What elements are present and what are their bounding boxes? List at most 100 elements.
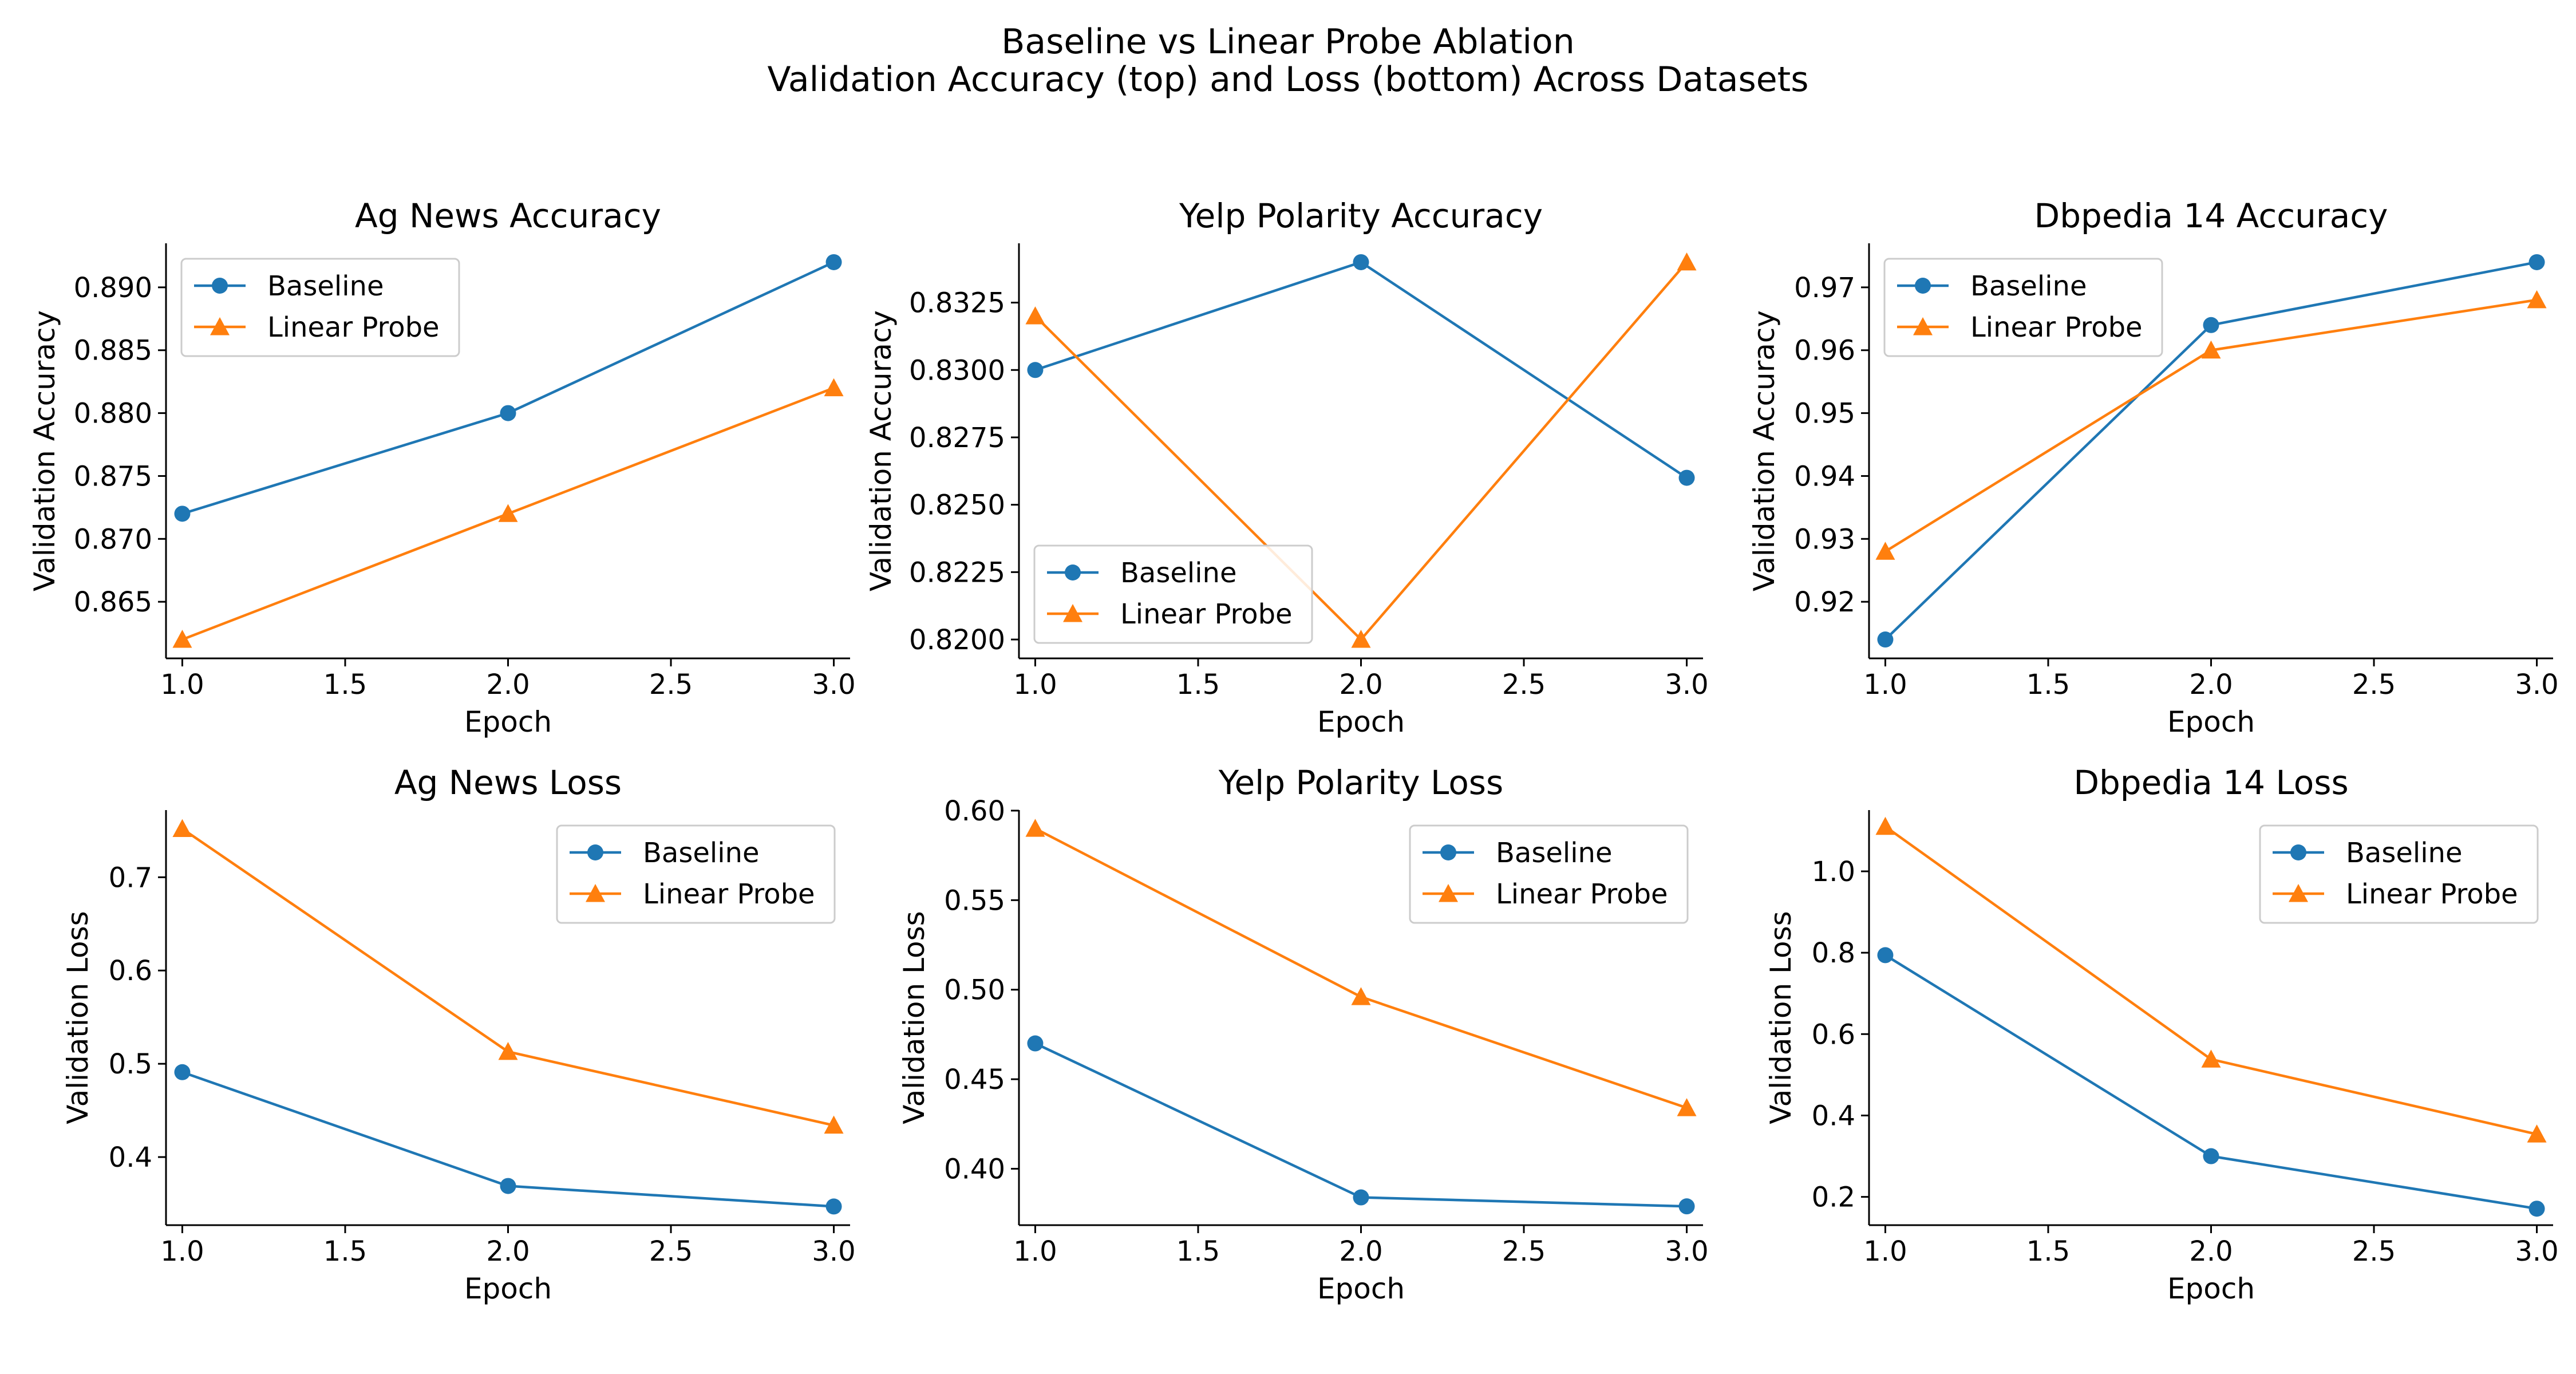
x-tick-label: 1.0 [1013, 669, 1057, 701]
series-line-baseline [1034, 260, 1688, 479]
data-point-linear-probe [498, 504, 518, 522]
legend-marker-linear-probe [586, 884, 605, 902]
y-tick-label: 0.6 [109, 955, 152, 987]
data-point-baseline [1877, 631, 1894, 648]
x-tick-label: 3.0 [2515, 1235, 2558, 1268]
y-axis-label: Validation Loss [898, 911, 931, 1124]
x-tick-label: 2.0 [2189, 1235, 2233, 1268]
legend-marker-linear-probe [1913, 317, 1933, 335]
legend: Baseline Linear Probe [2259, 824, 2539, 924]
subplot-5: Yelp Polarity Loss 1.0 1.5 2.0 2.5 3.0 0.40 0.4… [898, 763, 1709, 1305]
y-axis-label: Validation Accuracy [28, 310, 61, 591]
y-tick-label: 0.45 [944, 1064, 1005, 1096]
x-tick-label: 1.5 [2026, 1235, 2070, 1268]
legend-label-baseline: Baseline [267, 270, 384, 302]
legend-marker-baseline [1915, 278, 1931, 294]
subplot-2: Yelp Polarity Accuracy 1.0 1.5 2.0 2.5 3.0 0.8… [864, 196, 1709, 739]
legend-marker-linear-probe [1063, 604, 1082, 622]
legend-label-baseline: Baseline [1120, 557, 1237, 589]
data-point-baseline [2203, 1148, 2219, 1164]
data-point-baseline [1353, 1189, 1369, 1206]
y-tick-label: 0.7 [109, 862, 152, 894]
x-tick-label: 2.0 [1339, 1235, 1382, 1268]
data-point-baseline [2528, 254, 2545, 270]
data-point-baseline [2203, 317, 2219, 333]
data-point-linear-probe [1875, 542, 1895, 560]
legend: Baseline Linear Probe [556, 824, 836, 924]
legend-label-linear-probe: Linear Probe [1120, 598, 1293, 630]
y-tick-label: 0.8200 [909, 624, 1005, 656]
subplot-3: Dbpedia 14 Accuracy 1.0 1.5 2.0 2.5 3.0 0.92 0.… [1748, 196, 2559, 739]
legend-marker-baseline [587, 844, 603, 860]
data-point-baseline [2528, 1201, 2545, 1217]
legend-box [1033, 544, 1313, 644]
legend-marker-baseline [2290, 844, 2306, 860]
legend-marker-linear-probe [1439, 884, 1458, 902]
y-tick-label: 0.870 [74, 523, 152, 555]
data-point-baseline [825, 254, 842, 270]
x-tick-label: 1.5 [323, 669, 367, 701]
subplot-title: Dbpedia 14 Loss [2073, 763, 2348, 802]
subplot-4: Ag News Loss 1.0 1.5 2.0 2.5 3.0 0.4 0.5 0.6 0.7 E… [61, 763, 856, 1305]
y-tick-label: 0.97 [1794, 272, 1855, 304]
subplot-1: Ag News Accuracy 1.0 1.5 2.0 2.5 3.0 0.865 0.87… [28, 196, 856, 739]
data-point-baseline [825, 1198, 842, 1215]
series-line-baseline [1884, 954, 2537, 1210]
y-tick-label: 1.0 [1812, 856, 1855, 888]
legend-label-linear-probe: Linear Probe [1496, 878, 1668, 910]
data-point-baseline [1678, 469, 1695, 486]
y-tick-label: 0.2 [1812, 1182, 1855, 1214]
legend-label-linear-probe: Linear Probe [2346, 878, 2518, 910]
x-axis-label: Epoch [2167, 705, 2255, 739]
data-point-linear-probe [172, 819, 192, 838]
legend-label-linear-probe: Linear Probe [643, 878, 815, 910]
y-tick-label: 0.50 [944, 974, 1005, 1006]
series-line-baseline [1034, 1042, 1687, 1208]
x-tick-label: 3.0 [812, 1235, 855, 1268]
data-point-linear-probe [2527, 290, 2547, 309]
data-point-linear-probe [1351, 987, 1371, 1005]
x-tick-label: 2.5 [2352, 669, 2396, 701]
x-tick-label: 1.0 [1863, 669, 1907, 701]
y-tick-label: 0.40 [944, 1153, 1005, 1185]
data-point-baseline [1027, 1035, 1044, 1052]
data-point-linear-probe [2527, 1124, 2547, 1143]
legend: Baseline Linear Probe [1409, 824, 1689, 924]
legend-box [1883, 258, 2163, 357]
data-point-baseline [1877, 947, 1894, 964]
y-axis-label: Validation Accuracy [864, 310, 898, 591]
subplot-title: Dbpedia 14 Accuracy [2034, 196, 2388, 235]
data-point-baseline [500, 405, 516, 421]
data-point-linear-probe [498, 1041, 518, 1060]
data-point-linear-probe [824, 1115, 844, 1134]
x-tick-label: 1.5 [1176, 669, 1220, 701]
legend-box [2259, 824, 2539, 924]
legend-marker-baseline [1065, 564, 1081, 581]
x-tick-label: 2.5 [649, 669, 693, 701]
y-tick-label: 0.4 [1812, 1100, 1855, 1132]
subplot-title: Yelp Polarity Loss [1218, 763, 1504, 802]
legend-label-baseline: Baseline [643, 837, 760, 869]
y-tick-label: 0.96 [1794, 335, 1855, 367]
legend-box [180, 258, 460, 357]
legend-label-baseline: Baseline [2346, 837, 2463, 869]
data-point-linear-probe [2201, 340, 2221, 359]
y-axis-label: Validation Loss [1764, 911, 1797, 1124]
x-tick-label: 2.5 [1502, 1235, 1546, 1268]
x-tick-label: 1.0 [1013, 1235, 1057, 1268]
data-point-linear-probe [824, 378, 844, 397]
legend-label-baseline: Baseline [1496, 837, 1613, 869]
y-tick-label: 0.6 [1812, 1018, 1855, 1051]
data-point-baseline [1027, 362, 1044, 378]
data-point-baseline [500, 1178, 516, 1194]
data-point-linear-probe [2201, 1049, 2221, 1068]
legend-marker-baseline [212, 278, 228, 294]
legend-box [1409, 824, 1689, 924]
x-tick-label: 1.0 [160, 1235, 204, 1268]
legend-label-linear-probe: Linear Probe [267, 311, 440, 344]
y-tick-label: 0.880 [74, 398, 152, 430]
subplot-title: Ag News Accuracy [355, 196, 661, 235]
x-axis-label: Epoch [2167, 1272, 2255, 1305]
y-tick-label: 0.4 [109, 1142, 152, 1174]
y-tick-label: 0.875 [74, 460, 152, 492]
